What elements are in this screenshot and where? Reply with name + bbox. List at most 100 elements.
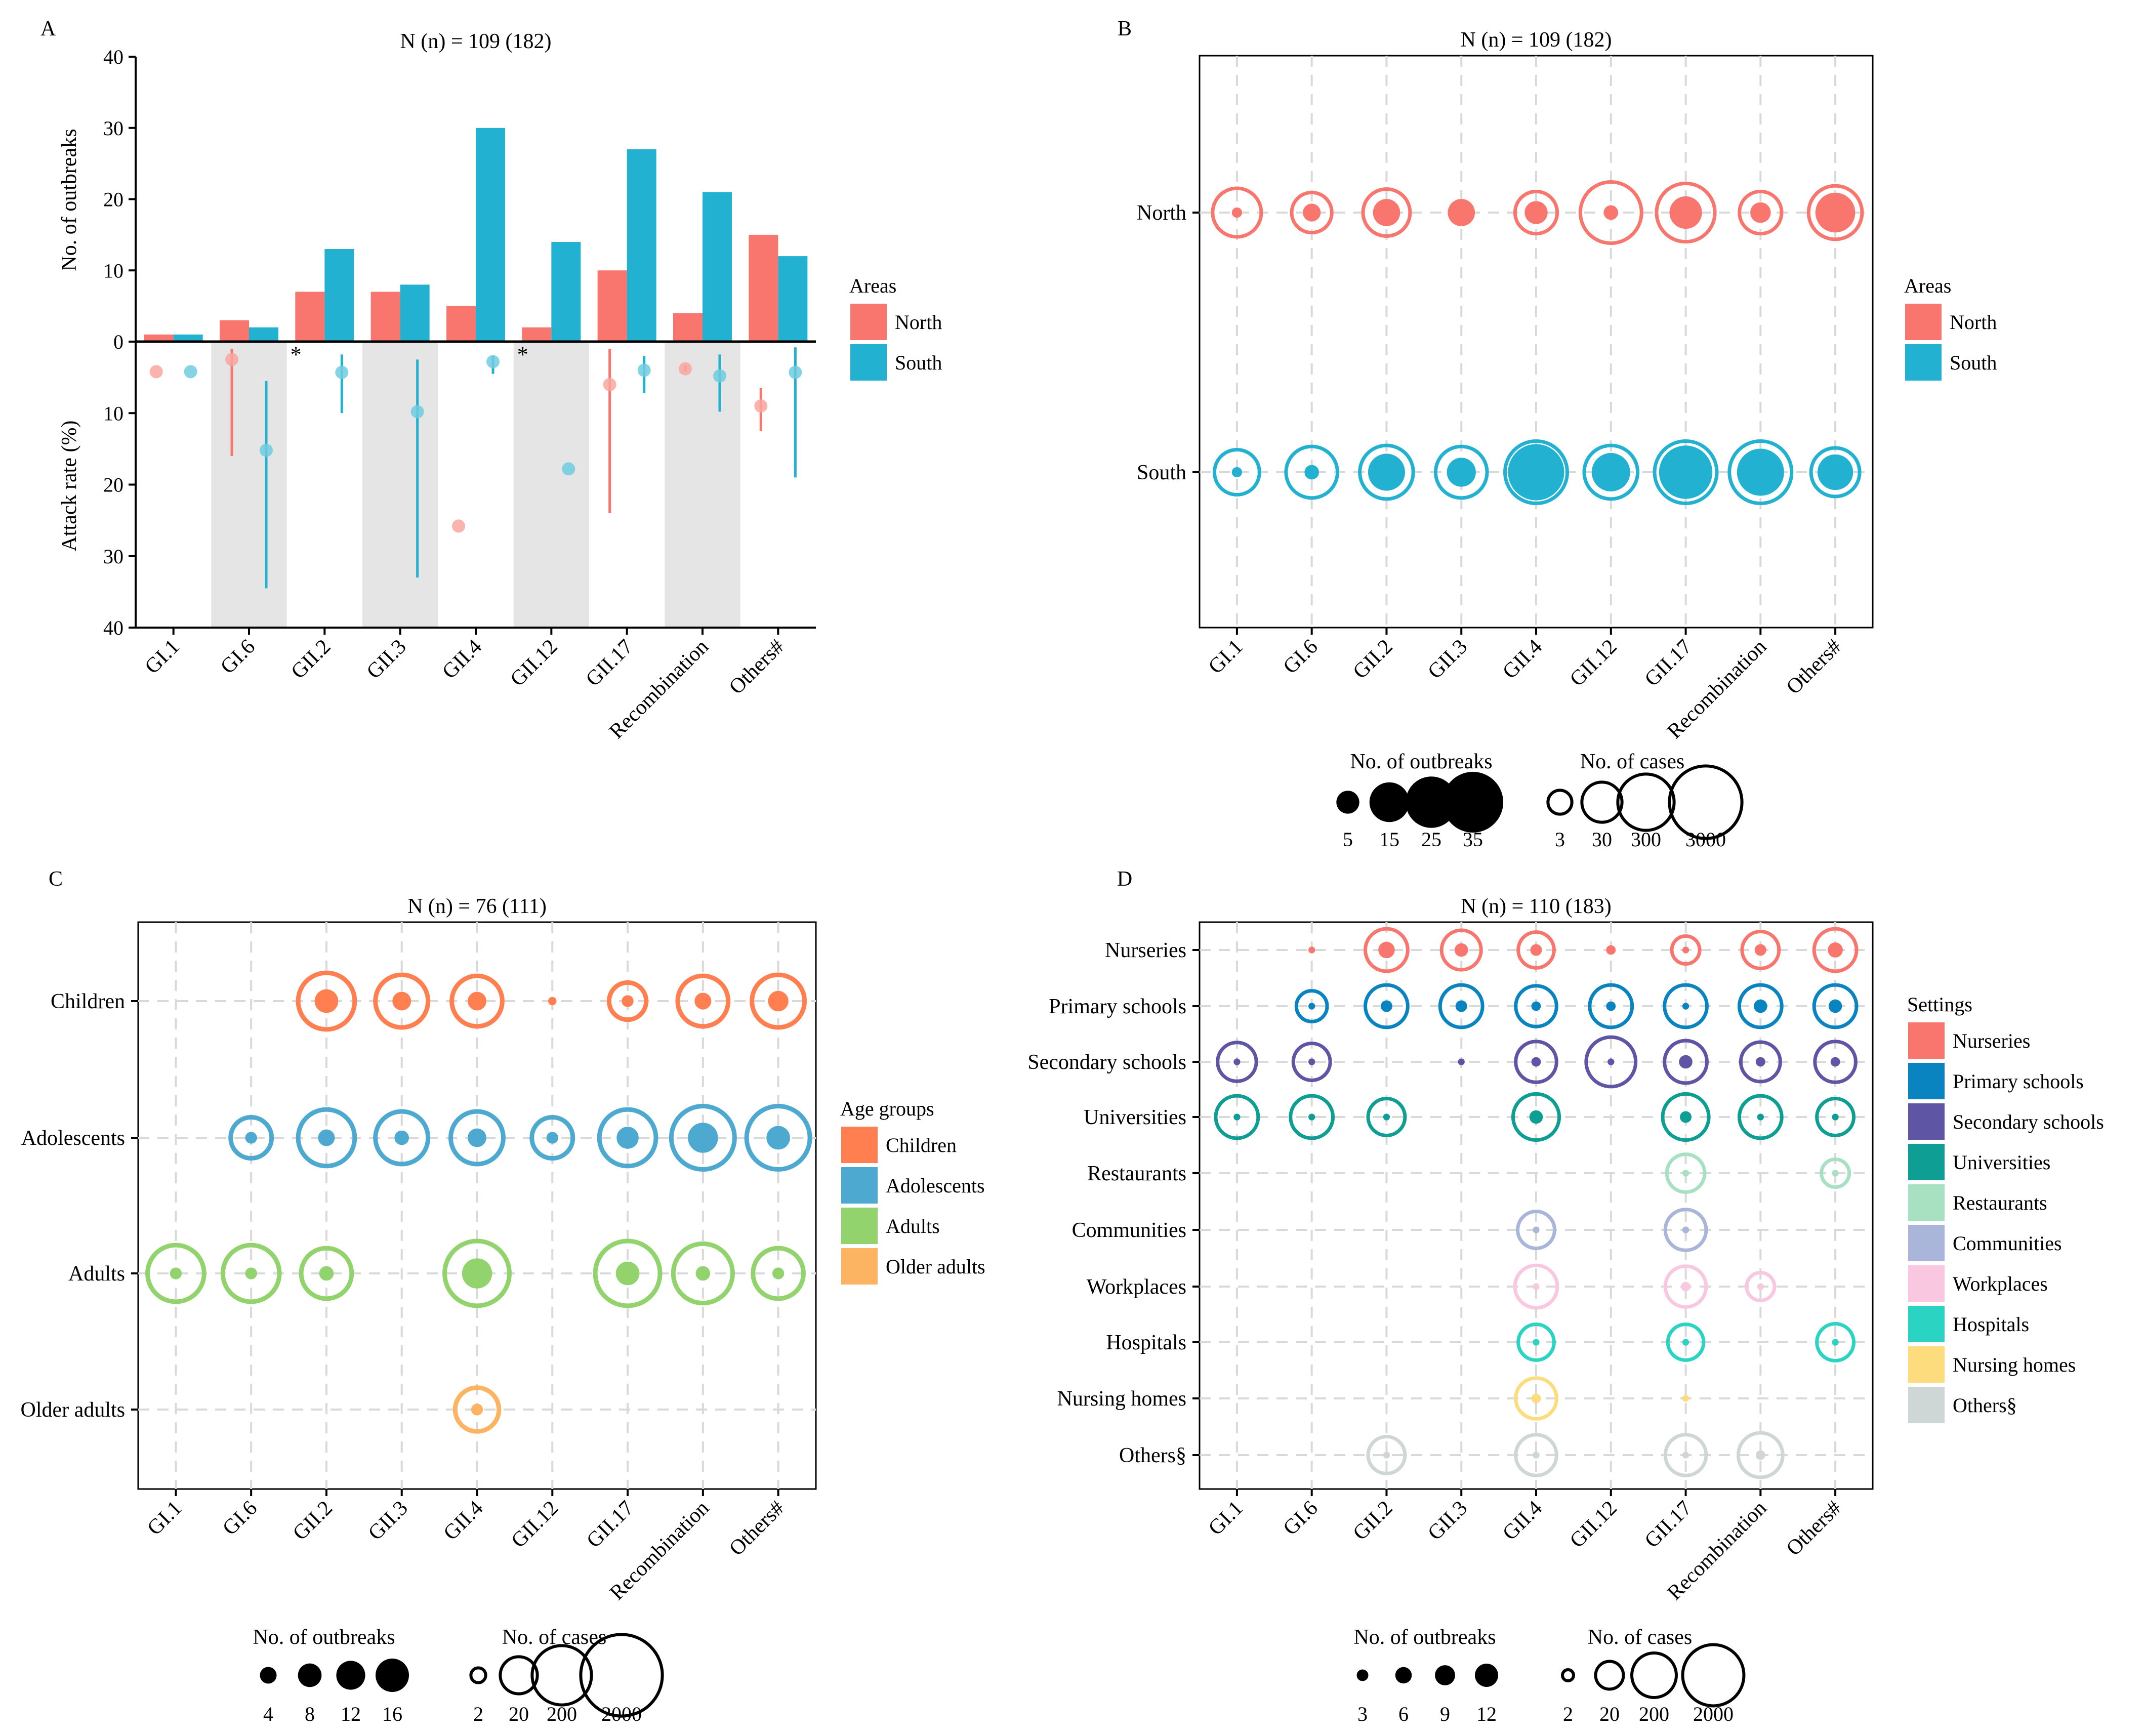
case-ring	[1439, 928, 1483, 972]
outbreak-point	[314, 989, 339, 1013]
outbreak-point	[468, 991, 486, 1011]
bar	[446, 306, 476, 342]
outbreak-point	[1531, 1393, 1541, 1403]
case-ring	[1513, 1263, 1559, 1310]
case-ring	[1214, 1094, 1260, 1140]
y-tick-label: 0	[113, 330, 123, 353]
legend-item-label: Hospitals	[1953, 1313, 2029, 1336]
case-ring	[1737, 1094, 1784, 1140]
outbreak-point	[471, 1403, 483, 1416]
case-ring	[1516, 1210, 1556, 1250]
case-ring	[1663, 983, 1709, 1029]
outbreak-point	[622, 995, 634, 1007]
legend-swatch	[1908, 1063, 1945, 1099]
case-ring	[1665, 1152, 1707, 1194]
outbreak-point	[1679, 1055, 1693, 1069]
size-legend-ring	[1561, 1668, 1575, 1682]
size-legend-dot	[1369, 782, 1410, 822]
case-ring	[1815, 1322, 1856, 1362]
shaded-band	[211, 342, 287, 628]
legend-swatch	[1908, 1103, 1945, 1140]
row-label: Workplaces	[1087, 1275, 1186, 1299]
outbreak-point	[1458, 1058, 1465, 1065]
size-legend-label: 2	[1563, 1703, 1573, 1725]
size-legend-label: 3000	[1685, 828, 1726, 851]
attack-rate-point	[562, 462, 575, 476]
legend-swatch	[1905, 304, 1942, 340]
outbreak-point	[468, 1128, 486, 1147]
row-label: South	[1137, 461, 1186, 484]
bar	[324, 249, 354, 342]
panel-title: N (n) = 109 (182)	[1461, 28, 1612, 52]
case-ring	[1366, 1435, 1407, 1475]
case-ring	[529, 1115, 575, 1161]
size-legend-label: 3	[1357, 1703, 1368, 1725]
case-ring	[1663, 1039, 1709, 1085]
case-ring	[1513, 189, 1559, 236]
case-ring	[1290, 190, 1334, 235]
outbreak-point	[1680, 1111, 1692, 1123]
case-ring	[1655, 181, 1717, 244]
attack-rate-point	[713, 369, 726, 383]
outbreak-point	[1757, 1283, 1764, 1290]
shaded-band	[513, 342, 589, 628]
case-ring	[1582, 443, 1640, 501]
bar	[144, 334, 174, 342]
size-legend-ring	[1594, 1660, 1625, 1691]
outbreak-point	[1383, 1113, 1390, 1121]
case-ring	[1740, 930, 1781, 970]
legend-item-label: Others§	[1953, 1394, 2017, 1417]
y-tick-label: 10	[103, 259, 123, 282]
asterisk-label: *	[291, 342, 302, 367]
size-legend-label: 20	[1599, 1703, 1620, 1725]
outbreak-point	[1303, 203, 1321, 222]
outbreak-point	[1380, 1000, 1392, 1012]
legend-item-label: North	[895, 311, 942, 334]
size-legend-title: No. of cases	[1588, 1626, 1692, 1649]
outbreak-point	[1308, 946, 1315, 954]
size-legend-ring	[1668, 764, 1744, 840]
case-ring	[1663, 1208, 1708, 1252]
case-ring	[296, 970, 357, 1032]
outbreak-point	[1448, 199, 1475, 226]
outbreak-point	[1231, 467, 1243, 478]
legend-item-label: Adults	[886, 1215, 940, 1237]
size-legend-label: 200	[1639, 1703, 1669, 1725]
outbreak-point	[1531, 1001, 1541, 1011]
outbreak-point	[245, 1132, 257, 1144]
row-label: Adolescents	[21, 1127, 125, 1150]
row-label: Primary schools	[1049, 995, 1186, 1018]
bar	[522, 327, 552, 342]
y-tick-label: 10	[103, 402, 123, 425]
bar	[627, 149, 656, 342]
legend-swatch	[1908, 1144, 1945, 1180]
outbreak-point	[1533, 1226, 1540, 1233]
attack-rate-point	[789, 365, 802, 379]
case-ring	[1815, 1097, 1856, 1137]
outbreak-point	[1231, 207, 1243, 218]
case-ring	[1661, 1092, 1711, 1142]
outbreak-point	[1308, 1113, 1315, 1121]
shaded-band	[665, 342, 740, 628]
outbreak-point	[1832, 1170, 1839, 1177]
case-ring	[1663, 1264, 1708, 1309]
y-tick-label: 20	[103, 188, 123, 211]
bar	[295, 292, 325, 342]
bar	[778, 256, 808, 342]
legend-item-label: Workplaces	[1953, 1272, 2048, 1295]
outbreak-point	[616, 1127, 639, 1149]
outbreak-point	[1828, 999, 1842, 1013]
case-ring	[1745, 1271, 1777, 1302]
legend-swatch	[850, 304, 887, 340]
case-ring	[1736, 1431, 1785, 1479]
bar	[220, 320, 249, 342]
case-ring	[1438, 983, 1485, 1029]
bar	[370, 292, 400, 342]
outbreak-point	[1682, 946, 1689, 954]
outbreak-point	[1603, 205, 1619, 220]
outbreak-point	[1529, 1110, 1543, 1124]
outbreak-point	[1533, 1339, 1540, 1346]
size-legend-label: 200	[547, 1703, 577, 1725]
panel-label: A	[40, 17, 56, 40]
case-ring	[373, 1109, 431, 1167]
